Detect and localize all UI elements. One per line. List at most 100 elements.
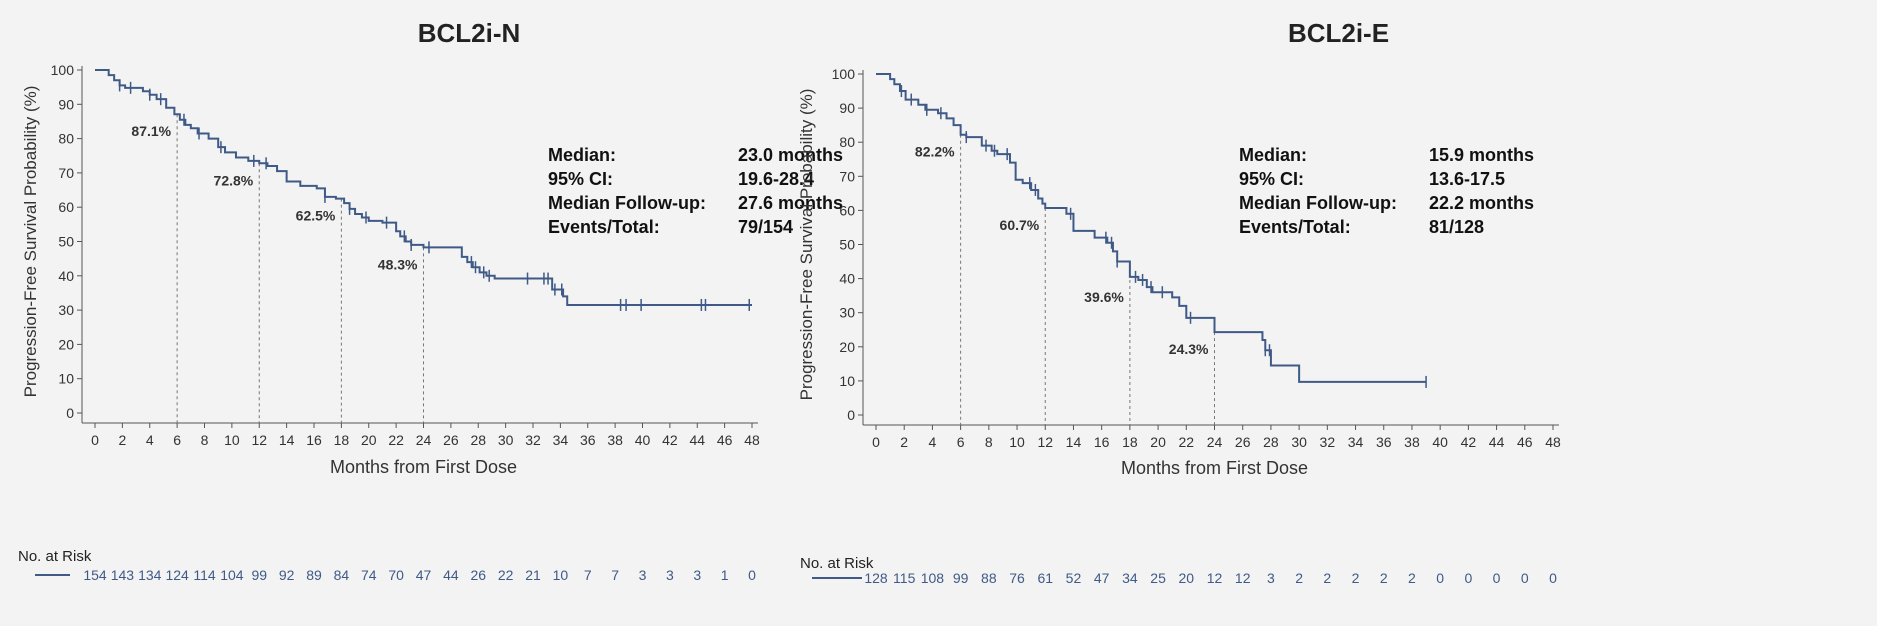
x-tick-label: 16 xyxy=(1094,434,1110,450)
km-panel-bcl2i-n: BCL2i-N 0 10 20 30 40 50 60 70 80 90 100 0 2 4 6 8 10 12 1… xyxy=(0,0,938,626)
y-tick-label: 80 xyxy=(58,131,74,147)
x-tick-label: 40 xyxy=(635,432,651,448)
at-risk-value: 0 xyxy=(1521,570,1529,586)
at-risk-value: 76 xyxy=(1009,570,1025,586)
stats-value: 27.6 months xyxy=(738,193,844,213)
at-risk-value: 34 xyxy=(1122,570,1138,586)
at-risk-value: 12 xyxy=(1207,570,1223,586)
x-tick-label: 12 xyxy=(1037,434,1053,450)
stats-row-median: Median: 15.9 months xyxy=(1239,143,1534,167)
x-tick-label: 24 xyxy=(416,432,432,448)
at-risk-value: 114 xyxy=(193,567,216,583)
stats-label: Events/Total: xyxy=(1239,217,1351,237)
at-risk-value: 0 xyxy=(748,567,756,583)
stats-row-ci: 95% CI: 13.6-17.5 xyxy=(1239,167,1534,191)
at-risk-value: 124 xyxy=(165,567,189,583)
at-risk-value: 92 xyxy=(279,567,295,583)
x-tick-label: 20 xyxy=(1150,434,1166,450)
y-tick-label: 70 xyxy=(839,168,855,184)
stats-box: Median: 23.0 months 95% CI: 19.6-28.4 Medi… xyxy=(548,143,843,239)
landmark-label: 82.2% xyxy=(915,144,955,160)
stats-box: Median: 15.9 months 95% CI: 13.6-17.5 Medi… xyxy=(1239,143,1534,239)
at-risk-value: 20 xyxy=(1179,570,1195,586)
x-tick-label: 30 xyxy=(1291,434,1307,450)
x-tick-label: 22 xyxy=(1179,434,1195,450)
x-tick-label: 0 xyxy=(91,432,99,448)
x-axis-label: Months from First Dose xyxy=(330,457,517,477)
x-tick-label: 48 xyxy=(1545,434,1561,450)
y-tick-label: 40 xyxy=(58,268,74,284)
at-risk-value: 2 xyxy=(1352,570,1360,586)
x-tick-label: 32 xyxy=(1320,434,1336,450)
at-risk-value: 74 xyxy=(361,567,377,583)
at-risk-value: 89 xyxy=(306,567,322,583)
stats-label: Median: xyxy=(1239,145,1308,165)
at-risk-value: 70 xyxy=(388,567,404,583)
x-tick-label: 36 xyxy=(1376,434,1392,450)
landmark-label: 62.5% xyxy=(296,208,336,224)
x-tick-label: 44 xyxy=(1489,434,1505,450)
at-risk-value: 12 xyxy=(1235,570,1251,586)
y-tick-label: 60 xyxy=(839,202,855,218)
x-tick-label: 12 xyxy=(251,432,267,448)
y-tick-label: 80 xyxy=(839,134,855,150)
y-tick-label: 30 xyxy=(839,305,855,321)
at-risk-value: 88 xyxy=(981,570,997,586)
x-tick-label: 46 xyxy=(717,432,733,448)
risk-table-label: No. at Risk xyxy=(18,548,92,565)
x-tick-label: 48 xyxy=(744,432,760,448)
at-risk-value: 2 xyxy=(1380,570,1388,586)
x-tick-label: 28 xyxy=(470,432,486,448)
stats-value: 19.6-28.4 xyxy=(738,169,815,189)
x-tick-label: 38 xyxy=(607,432,623,448)
landmark-label: 39.6% xyxy=(1084,289,1124,305)
at-risk-value: 7 xyxy=(584,567,592,583)
at-risk-value: 47 xyxy=(1094,570,1110,586)
x-tick-label: 0 xyxy=(872,434,880,450)
at-risk-value: 2 xyxy=(1323,570,1331,586)
km-curve xyxy=(876,73,1427,383)
y-tick-label: 20 xyxy=(58,336,74,352)
stats-label: Median: xyxy=(548,145,617,165)
at-risk-value: 0 xyxy=(1493,570,1501,586)
x-tick-label: 30 xyxy=(498,432,514,448)
y-tick-label: 10 xyxy=(58,371,74,387)
x-tick-label: 26 xyxy=(1235,434,1251,450)
at-risk-value: 0 xyxy=(1464,570,1472,586)
y-tick-label: 0 xyxy=(847,407,855,423)
x-tick-label: 22 xyxy=(388,432,404,448)
x-tick-label: 4 xyxy=(146,432,154,448)
x-tick-label: 34 xyxy=(1348,434,1364,450)
stats-value: 81/128 xyxy=(1429,217,1485,237)
y-tick-label: 20 xyxy=(839,339,855,355)
y-tick-label: 60 xyxy=(58,199,74,215)
x-axis-label: Months from First Dose xyxy=(1121,458,1308,478)
at-risk-value: 115 xyxy=(893,570,916,586)
at-risk-value: 25 xyxy=(1150,570,1166,586)
x-tick-label: 10 xyxy=(1009,434,1025,450)
y-tick-label: 90 xyxy=(839,100,855,116)
at-risk-value: 3 xyxy=(1267,570,1275,586)
stats-row-ci: 95% CI: 19.6-28.4 xyxy=(548,167,843,191)
at-risk-value: 26 xyxy=(470,567,486,583)
x-tick-label: 42 xyxy=(662,432,678,448)
y-tick-label: 0 xyxy=(66,405,74,421)
at-risk-value: 2 xyxy=(1295,570,1303,586)
x-tick-label: 2 xyxy=(900,434,908,450)
at-risk-value: 99 xyxy=(251,567,267,583)
at-risk-value: 3 xyxy=(666,567,674,583)
stats-row-events: Events/Total: 79/154 xyxy=(548,215,843,239)
at-risk-value: 47 xyxy=(416,567,432,583)
x-tick-label: 26 xyxy=(443,432,459,448)
y-tick-label: 30 xyxy=(58,302,74,318)
at-risk-value: 108 xyxy=(921,570,945,586)
at-risk-value: 0 xyxy=(1436,570,1444,586)
x-tick-label: 34 xyxy=(553,432,569,448)
x-tick-label: 8 xyxy=(201,432,209,448)
stats-label: Median Follow-up: xyxy=(548,193,706,213)
at-risk-value: 61 xyxy=(1037,570,1053,586)
at-risk-value: 154 xyxy=(83,567,107,583)
at-risk-value: 128 xyxy=(864,570,888,586)
